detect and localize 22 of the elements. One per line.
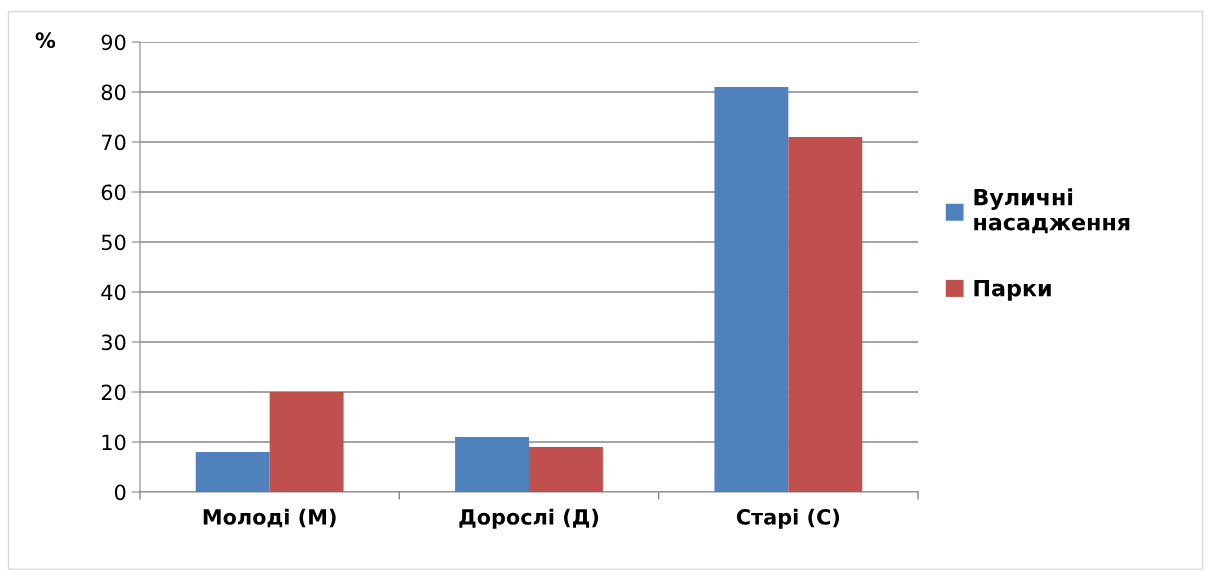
legend-label: Парки bbox=[974, 279, 1051, 301]
y-tick-label: 90 bbox=[101, 34, 126, 51]
x-tick-label: Старі (С) bbox=[736, 508, 840, 529]
x-tick-label: Молоді (М) bbox=[203, 508, 336, 528]
legend-label: Вуличні насадження bbox=[974, 188, 1130, 234]
bar bbox=[269, 392, 344, 492]
bar bbox=[714, 87, 789, 492]
y-tick-label: 10 bbox=[102, 434, 126, 451]
bar bbox=[788, 137, 863, 492]
bar bbox=[195, 452, 270, 492]
x-tick-label: Дорослі (Д) bbox=[459, 508, 599, 529]
y-tick-label: 40 bbox=[101, 284, 126, 301]
y-tick-label: 70 bbox=[102, 134, 126, 151]
y-tick-label: 50 bbox=[101, 234, 126, 251]
y-tick-label: 20 bbox=[101, 384, 126, 401]
bar bbox=[455, 437, 529, 492]
y-tick-label: 0 bbox=[114, 484, 126, 501]
y-tick-label: 30 bbox=[101, 334, 126, 351]
bar bbox=[529, 447, 603, 492]
y-tick-label: 60 bbox=[101, 184, 126, 201]
y-axis-title: % bbox=[35, 32, 56, 49]
y-tick-label: 80 bbox=[101, 84, 126, 101]
